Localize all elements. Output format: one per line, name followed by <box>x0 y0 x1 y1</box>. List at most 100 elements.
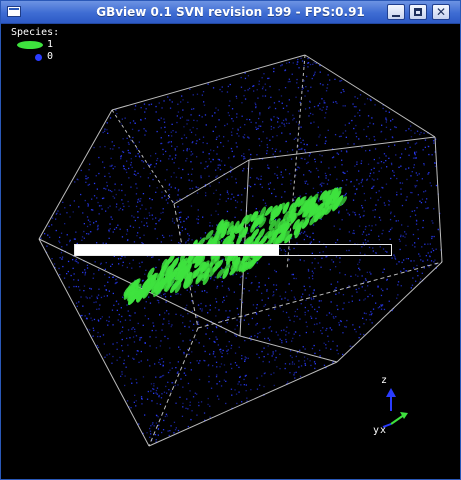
blue-particle <box>213 131 214 132</box>
blue-particle <box>228 349 229 350</box>
blue-particle <box>426 198 427 199</box>
blue-particle <box>88 233 89 234</box>
blue-particle <box>222 353 223 354</box>
blue-particle <box>326 109 327 110</box>
blue-particle <box>142 399 143 400</box>
maximize-button[interactable] <box>409 4 427 20</box>
blue-particle <box>370 311 371 312</box>
blue-particle <box>102 316 103 317</box>
blue-particle <box>177 206 178 207</box>
blue-particle <box>356 161 357 162</box>
blue-particle <box>244 384 245 385</box>
app-window-icon[interactable] <box>7 6 21 17</box>
blue-particle <box>108 207 109 208</box>
blue-particle <box>398 281 399 282</box>
blue-particle <box>219 366 220 367</box>
blue-particle <box>406 196 407 197</box>
blue-particle <box>281 95 282 96</box>
blue-particle <box>189 291 190 292</box>
blue-particle <box>56 214 57 215</box>
blue-particle <box>234 292 235 293</box>
blue-particle <box>127 240 128 241</box>
blue-particle <box>272 355 273 356</box>
blue-particle <box>281 122 282 123</box>
blue-particle <box>381 309 382 310</box>
blue-particle <box>188 216 189 217</box>
blue-particle <box>113 305 114 306</box>
blue-particle <box>210 309 211 310</box>
blue-particle <box>216 224 217 225</box>
blue-particle <box>251 168 252 169</box>
blue-particle <box>361 182 362 183</box>
blue-particle <box>168 389 169 390</box>
blue-particle <box>354 166 355 167</box>
blue-particle <box>397 294 398 295</box>
blue-particle <box>101 297 102 298</box>
blue-particle <box>93 302 94 303</box>
blue-particle <box>96 297 97 298</box>
blue-particle <box>197 223 198 224</box>
blue-particle <box>58 268 59 269</box>
blue-particle <box>258 287 259 288</box>
blue-particle <box>75 232 76 233</box>
blue-particle <box>274 270 275 271</box>
blue-particle <box>249 88 250 89</box>
minimize-button[interactable] <box>387 4 405 20</box>
blue-particle <box>286 63 287 64</box>
blue-particle <box>68 271 69 272</box>
blue-particle <box>137 202 138 203</box>
blue-particle <box>141 351 142 352</box>
blue-particle <box>191 369 192 370</box>
blue-particle <box>256 354 257 355</box>
blue-particle <box>204 290 205 291</box>
close-button[interactable]: ✕ <box>432 4 450 20</box>
blue-particle <box>239 347 240 348</box>
blue-particle <box>413 158 414 159</box>
blue-particle <box>93 147 94 148</box>
blue-particle <box>59 242 60 243</box>
blue-particle <box>122 203 123 204</box>
blue-particle <box>352 103 353 104</box>
blue-particle <box>288 81 289 82</box>
blue-particle <box>312 348 313 349</box>
blue-particle <box>417 175 418 176</box>
blue-particle <box>246 398 247 399</box>
blue-particle <box>398 220 399 221</box>
blue-particle <box>133 217 134 218</box>
blue-particle <box>268 184 269 185</box>
blue-particle <box>155 192 156 193</box>
blue-particle <box>289 372 290 373</box>
blue-particle <box>196 140 197 141</box>
blue-particle <box>369 272 370 273</box>
blue-particle <box>300 142 301 143</box>
blue-particle <box>284 70 285 71</box>
blue-particle <box>91 209 92 210</box>
blue-particle <box>227 192 228 193</box>
blue-particle <box>70 240 71 241</box>
blue-particle <box>388 204 389 205</box>
blue-particle <box>299 335 300 336</box>
blue-particle <box>248 324 249 325</box>
blue-particle <box>378 199 379 200</box>
blue-particle <box>299 318 300 319</box>
blue-particle <box>415 215 416 216</box>
blue-particle <box>266 289 267 290</box>
blue-particle <box>150 207 151 208</box>
blue-particle <box>359 115 360 116</box>
blue-particle <box>211 388 212 389</box>
blue-particle <box>387 288 388 289</box>
title-bar[interactable]: GBview 0.1 SVN revision 199 - FPS:0.91 ✕ <box>1 1 460 24</box>
blue-particle <box>168 372 169 373</box>
blue-particle <box>225 381 226 382</box>
blue-particle <box>107 325 108 326</box>
blue-particle <box>313 331 314 332</box>
blue-particle <box>182 387 183 388</box>
blue-particle <box>140 198 141 199</box>
blue-particle <box>203 360 204 361</box>
blue-particle <box>204 105 205 106</box>
blue-particle <box>97 189 98 190</box>
3d-viewport[interactable]: Species: 1 0 z y x <box>2 24 459 479</box>
blue-particle <box>293 62 294 63</box>
blue-particle <box>210 185 211 186</box>
blue-particle <box>158 362 159 363</box>
